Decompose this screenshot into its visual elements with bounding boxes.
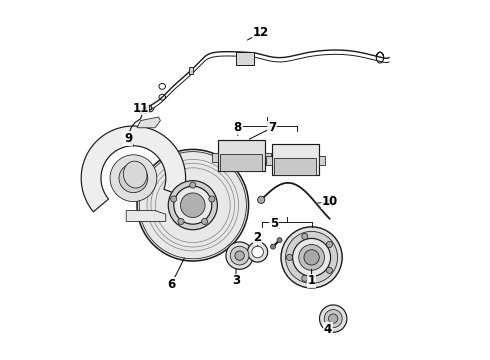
Text: 5: 5	[270, 217, 278, 230]
Circle shape	[190, 182, 196, 188]
Polygon shape	[274, 158, 317, 175]
Circle shape	[299, 244, 324, 270]
Circle shape	[281, 227, 342, 288]
Circle shape	[326, 200, 333, 207]
Polygon shape	[220, 154, 263, 171]
Circle shape	[252, 246, 263, 258]
Polygon shape	[137, 117, 160, 128]
Circle shape	[168, 181, 218, 230]
Polygon shape	[265, 153, 271, 162]
Circle shape	[270, 244, 275, 249]
Circle shape	[328, 314, 338, 323]
Circle shape	[302, 233, 308, 239]
Text: 11: 11	[132, 102, 149, 114]
Text: 2: 2	[253, 231, 262, 244]
Polygon shape	[266, 156, 272, 166]
Circle shape	[201, 219, 208, 225]
Circle shape	[258, 196, 265, 203]
Text: 6: 6	[167, 278, 175, 291]
Circle shape	[171, 196, 177, 202]
Text: 4: 4	[324, 323, 332, 336]
Polygon shape	[272, 144, 319, 175]
Circle shape	[286, 231, 338, 283]
Polygon shape	[218, 140, 265, 171]
Circle shape	[174, 186, 212, 224]
Polygon shape	[212, 153, 218, 162]
Text: 1: 1	[308, 274, 316, 287]
Polygon shape	[126, 211, 166, 221]
Text: 12: 12	[253, 26, 270, 39]
Circle shape	[226, 242, 253, 269]
Circle shape	[293, 238, 331, 276]
Text: 10: 10	[321, 195, 338, 208]
Ellipse shape	[123, 161, 147, 188]
Circle shape	[302, 275, 308, 282]
Polygon shape	[189, 67, 193, 74]
Text: 3: 3	[232, 274, 240, 287]
Circle shape	[230, 246, 249, 265]
Circle shape	[326, 267, 333, 273]
Circle shape	[287, 254, 293, 261]
Polygon shape	[81, 126, 186, 212]
Circle shape	[326, 242, 333, 248]
Text: 9: 9	[124, 132, 132, 145]
Polygon shape	[319, 156, 325, 166]
Polygon shape	[139, 108, 146, 113]
Circle shape	[319, 305, 347, 332]
Circle shape	[137, 149, 248, 261]
Polygon shape	[236, 52, 254, 65]
Circle shape	[180, 193, 205, 217]
Circle shape	[209, 196, 215, 202]
Circle shape	[178, 219, 184, 225]
Circle shape	[247, 242, 268, 262]
Circle shape	[277, 238, 282, 243]
Circle shape	[235, 251, 245, 260]
Circle shape	[119, 164, 148, 193]
Text: 8: 8	[234, 121, 242, 134]
Circle shape	[304, 250, 319, 265]
Circle shape	[324, 310, 342, 328]
Text: 7: 7	[268, 121, 276, 134]
Circle shape	[110, 155, 157, 202]
